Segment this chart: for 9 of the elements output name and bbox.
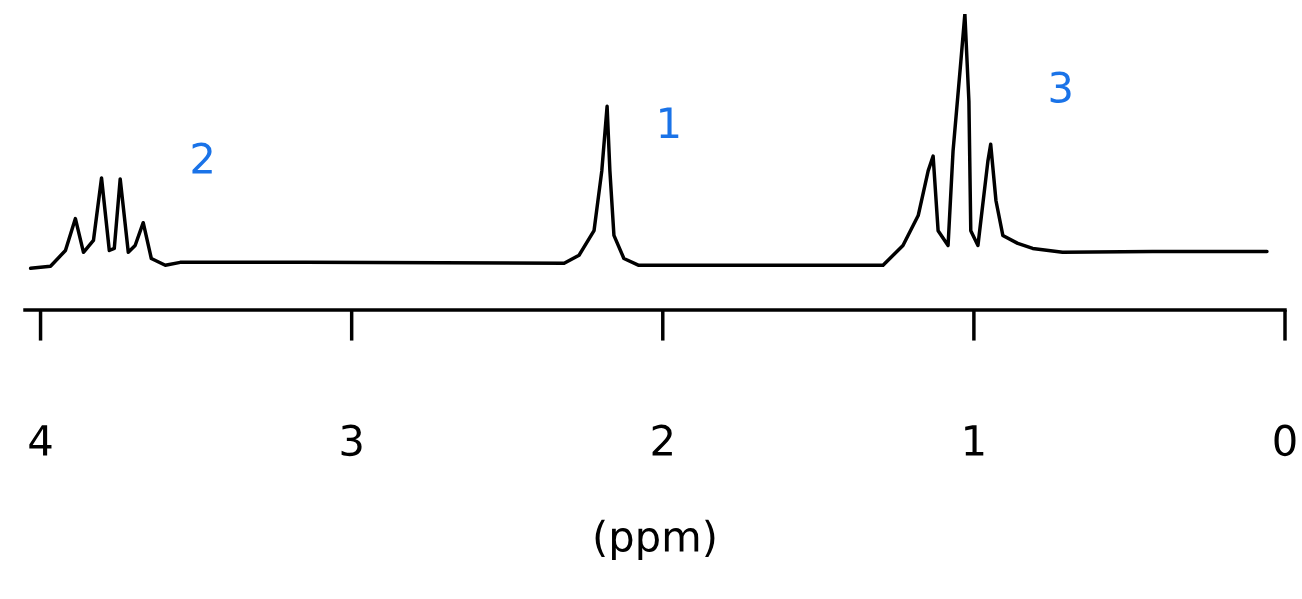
x-axis-title: (ppm) <box>595 519 715 561</box>
x-tick-label: 4 <box>29 425 52 456</box>
annotation: 1 <box>660 107 679 138</box>
annotation: 3 <box>1050 71 1071 104</box>
x-tick-label: 2 <box>652 424 672 456</box>
x-tick-label: 3 <box>341 424 362 457</box>
x-tick-label: 1 <box>965 425 984 456</box>
annotation: 2 <box>192 142 212 174</box>
x-tick-label: 0 <box>1274 424 1296 457</box>
